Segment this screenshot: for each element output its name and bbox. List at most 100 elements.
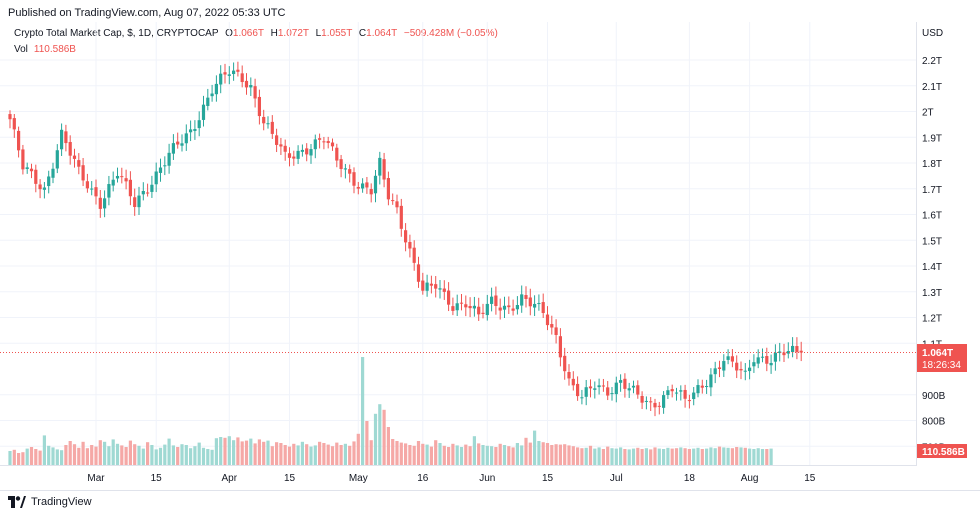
volume-bar (760, 449, 765, 465)
candle-body (735, 362, 739, 371)
volume-bar (348, 445, 352, 465)
price-tick-label: 1.2T (922, 314, 942, 325)
candle-body (296, 150, 300, 159)
candle-body (550, 324, 554, 328)
candle-body (498, 307, 502, 311)
volume-bar (434, 440, 438, 465)
time-tick-label: 15 (542, 473, 554, 484)
volume-bar (21, 452, 25, 465)
volume-bar (318, 441, 322, 465)
volume-bar (459, 447, 464, 465)
candle-body (447, 290, 451, 305)
volume-label: Vol (14, 44, 28, 55)
candle-body (429, 283, 433, 286)
candle-body (38, 184, 42, 190)
volume-bar (408, 445, 412, 465)
time-tick-label: Jun (479, 473, 495, 484)
volume-bar (748, 448, 752, 465)
volume-bar (382, 409, 386, 465)
volume-bar (726, 447, 730, 465)
volume-bar (72, 444, 77, 465)
volume-bar (137, 445, 141, 465)
candle-body (662, 395, 666, 408)
candle-body (567, 371, 571, 379)
volume-bar (412, 445, 416, 465)
volume-bar (421, 443, 425, 465)
candle-body (756, 357, 760, 364)
candle-body (687, 400, 691, 402)
candle-body (636, 385, 640, 395)
candle-body (593, 388, 597, 390)
candle-body (408, 241, 412, 249)
volume-bar (38, 450, 42, 465)
volume-bar (287, 446, 292, 465)
candle-body (133, 197, 137, 207)
volume-bar (300, 441, 304, 465)
time-tick-label: 15 (284, 473, 296, 484)
volume-bar (631, 448, 636, 465)
candle-body (451, 306, 455, 311)
candle-body (614, 382, 618, 395)
volume-bar (64, 445, 68, 465)
candle-body (760, 356, 765, 358)
last-price-label-bg (917, 344, 967, 372)
candle-body (275, 135, 279, 145)
volume-bar (249, 438, 253, 465)
tradingview-logo[interactable]: TradingView (8, 496, 92, 508)
candle-body (270, 121, 274, 134)
volume-bar (111, 439, 115, 465)
volume-bar (176, 447, 180, 465)
candle-body (29, 168, 34, 172)
volume-bar (34, 449, 38, 465)
volume-bar (679, 447, 683, 465)
volume-bar (167, 438, 171, 465)
volume-label-bg (917, 444, 967, 458)
volume-bar (447, 447, 451, 465)
candle-body (717, 367, 722, 369)
candle-body (176, 141, 180, 145)
candle-body (309, 149, 313, 156)
candle-body (369, 189, 373, 195)
volume-bar (68, 441, 72, 465)
candle-body (244, 80, 249, 88)
last-price-label: 1.064T 18:26:34 (917, 344, 967, 372)
time-tick-label: 15 (804, 473, 816, 484)
volume-bar (90, 445, 94, 465)
candle-body (528, 297, 532, 307)
volume-bar (524, 437, 528, 465)
candle-body (739, 368, 743, 371)
candle-body (180, 143, 184, 146)
candle-body (12, 118, 16, 130)
low-label: L (315, 28, 322, 39)
volume-bar (494, 447, 498, 465)
candle-body (154, 171, 158, 185)
volume-bar (326, 444, 330, 465)
candle-body (339, 159, 343, 169)
candle-body (373, 175, 378, 194)
candle-body (477, 306, 481, 315)
candle-body (507, 305, 511, 308)
volume-price-label: 110.586B (917, 444, 967, 458)
candle-body (356, 186, 360, 189)
candle-body (399, 205, 403, 229)
volume-bar (335, 442, 339, 465)
candle-body (305, 148, 309, 155)
candle-body (60, 129, 64, 150)
volume-bar (425, 444, 429, 465)
candle-body (111, 179, 115, 186)
volume-bar (128, 440, 132, 465)
volume-bar (171, 445, 175, 465)
candle-body (545, 314, 550, 326)
volume-bar (580, 448, 584, 465)
volume-bar (662, 449, 666, 465)
candle-body (606, 387, 610, 396)
candle-body (335, 147, 339, 161)
volume-bar (12, 449, 16, 465)
candle-body (90, 188, 94, 190)
volume-bar (262, 441, 266, 465)
candle-body (494, 295, 498, 307)
volume-bar (416, 441, 421, 465)
tradingview-logo-icon (8, 496, 26, 508)
candle-body (601, 385, 605, 387)
